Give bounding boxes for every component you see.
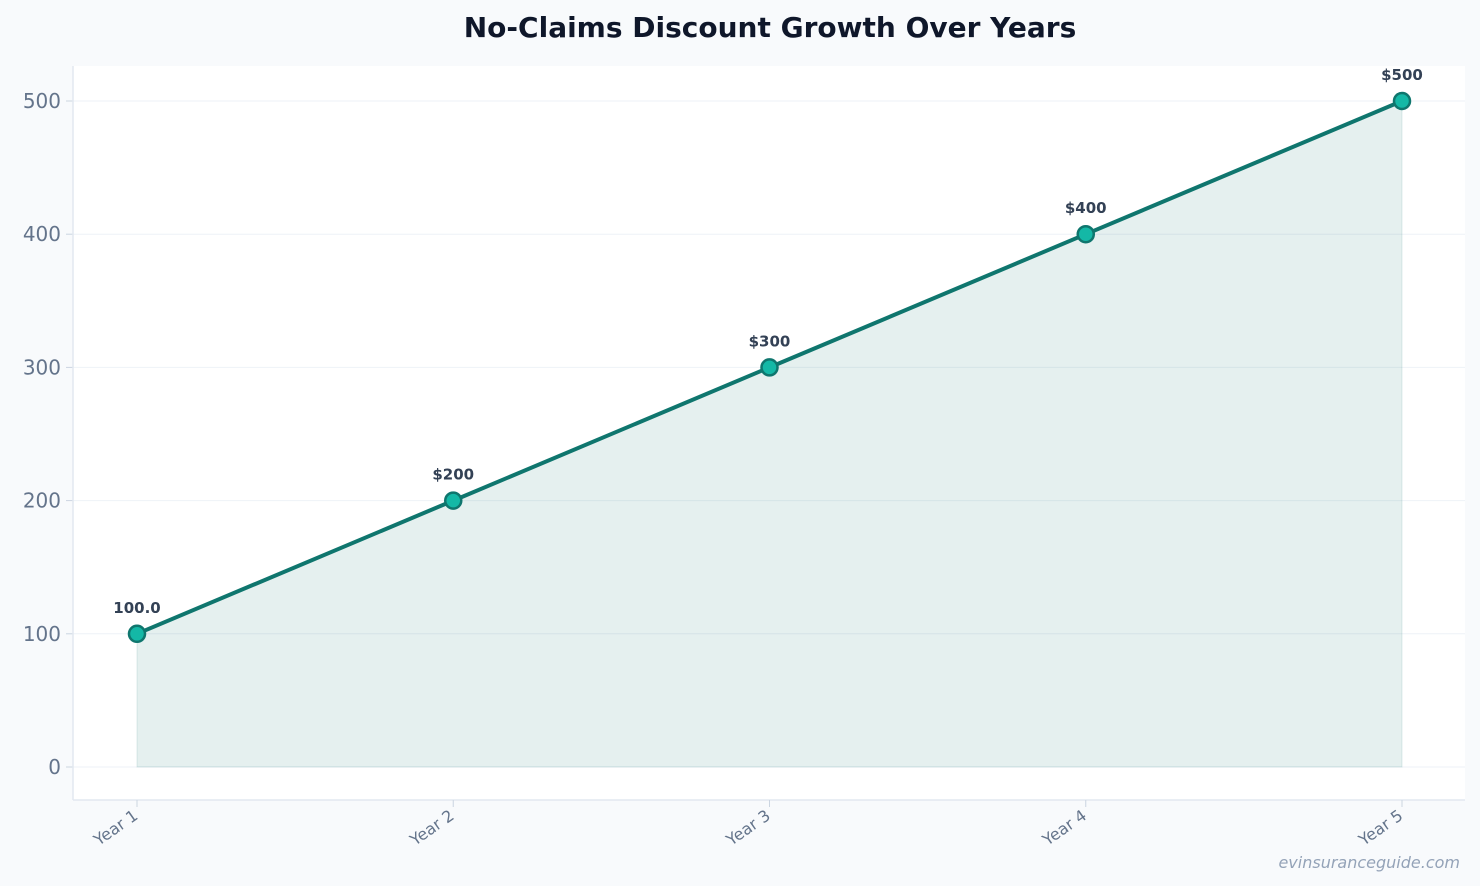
data-labels-layer: 100.0 $200 $300 $400 $500 (113, 66, 1423, 617)
ytick-label: 0 (48, 755, 61, 779)
data-label: $300 (749, 332, 791, 350)
watermark-text: evinsuranceguide.com (1278, 853, 1460, 872)
data-point-marker (1076, 224, 1095, 244)
data-point-marker (127, 624, 147, 644)
xtick-label: Year 4 (1038, 806, 1090, 850)
xtick-label: Year 1 (89, 806, 141, 850)
ytick-label: 500 (23, 89, 61, 113)
ytick-label: 100 (23, 622, 61, 646)
data-label: 100.0 (113, 599, 160, 617)
xtick-label: Year 2 (406, 806, 458, 850)
data-point-marker (1392, 91, 1412, 111)
ytick-label: 400 (23, 222, 61, 246)
data-label: $400 (1065, 199, 1107, 217)
ytick-label: 200 (23, 489, 61, 513)
markers-layer (127, 91, 1412, 644)
plot-background (73, 66, 1465, 800)
data-label: $200 (432, 466, 474, 484)
data-point-marker (760, 358, 779, 377)
xtick-label: Year 3 (722, 806, 774, 850)
ytick-label: 300 (23, 355, 61, 379)
chart-title: No-Claims Discount Growth Over Years (464, 11, 1077, 44)
data-point-marker (444, 491, 463, 510)
xtick-label: Year 5 (1354, 806, 1406, 850)
data-label: $500 (1381, 66, 1423, 84)
